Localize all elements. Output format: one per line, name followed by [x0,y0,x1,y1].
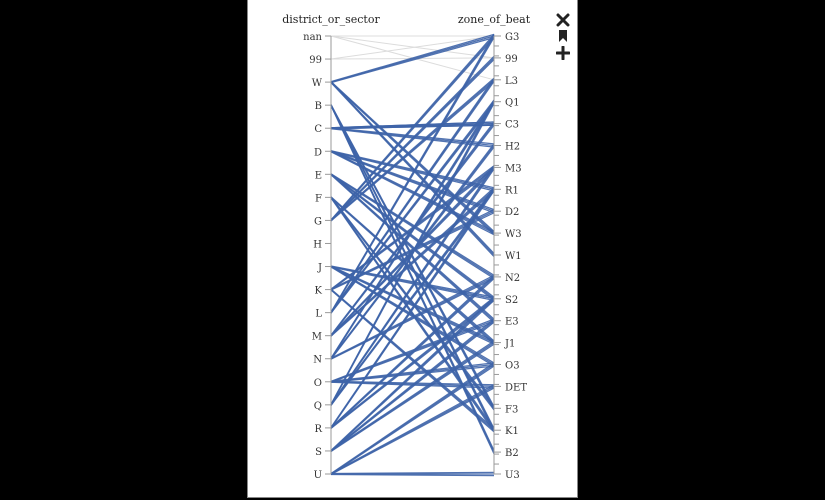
data-line [330,265,495,300]
left-axis-tick-label: C [314,124,322,135]
right-axis-tick-label: 99 [505,54,518,65]
left-axis-tick-label: O [314,378,322,389]
left-axis-tick-label: nan [303,32,322,43]
right-axis-tick-label: M3 [505,163,522,174]
data-line [330,190,495,337]
data-line [330,387,495,476]
data-line [330,80,495,222]
left-axis-tick-label: L [315,309,322,320]
left-axis-tick-label: G [314,216,322,227]
right-axis-tick-label: R1 [505,185,519,196]
data-line [330,127,495,145]
data-line [330,321,495,452]
right-axis-tick-label: W1 [505,251,522,262]
chart-panel: district_or_sector zone_of_beat nan 99 W B C… [247,0,578,498]
parallel-coordinates-chart: district_or_sector zone_of_beat nan 99 W B C… [282,13,531,481]
left-axis-tick-label: Q [314,401,322,412]
left-axis-tick-label: K [315,286,323,297]
data-line [330,151,495,236]
left-axis-tick-label: U [314,470,322,481]
left-axis-tick-label: M [312,332,322,343]
data-line [330,471,495,475]
bookmark-icon[interactable] [553,28,573,44]
left-axis-tick-label: E [315,170,322,181]
data-line [330,121,495,129]
data-line [330,289,495,433]
left-axis-tick-label: J [317,263,322,274]
data-line [330,102,495,314]
data-line [330,473,495,477]
data-line [330,190,495,429]
data-line [330,151,495,214]
right-axis-tick-label: DET [505,382,527,393]
left-axis-tick-label: N [313,355,322,366]
data-line [330,168,495,406]
left-axis-title: district_or_sector [282,13,380,26]
right-axis-tick-label: B2 [505,448,519,459]
data-line [330,362,495,382]
data-line [330,151,495,192]
plus-icon[interactable] [553,45,573,61]
polylines-group [330,33,495,477]
right-axis-title: zone_of_beat [458,13,531,26]
left-axis-tick-label: H [313,239,322,250]
right-axis-tick-label: W3 [505,229,522,240]
data-line [330,37,495,222]
axes-group: nan 99 W B C D E F G H J K L M N O Q R S U G3 99 L3 Q1 C3 H2 M3 R1 D… [303,32,527,481]
left-axis-tick-label: D [314,147,322,158]
faint-line [330,35,495,60]
right-axis-tick-label: N2 [505,273,520,284]
data-line [330,174,495,323]
data-line [330,365,495,476]
right-axis-tick-label: G3 [505,32,519,43]
left-axis-tick-label: 99 [309,55,322,66]
right-axis-tick-label: Q1 [505,98,520,109]
faint-line [330,35,495,59]
data-line [330,102,495,406]
data-line [330,122,495,129]
data-line [330,59,495,222]
data-line [330,299,495,452]
right-axis-tick-label: F3 [505,404,518,415]
right-axis-tick-label: U3 [505,470,520,481]
right-axis-tick-label: D2 [505,207,519,218]
data-line [330,278,495,429]
left-axis-tick-label: F [315,193,322,204]
right-axis-tick-label: L3 [505,76,518,87]
data-line [330,37,495,314]
right-axis-tick-label: S2 [505,295,518,306]
left-axis-tick-label: R [314,424,322,435]
data-line [330,102,495,360]
data-line [330,299,495,429]
left-axis-tick-label: B [315,101,322,112]
data-line [330,36,495,84]
left-axis-tick-label: W [312,78,323,89]
right-axis-tick-label: C3 [505,120,519,131]
right-axis-tick-label: K1 [505,426,519,437]
right-axis-tick-label: J1 [504,339,515,350]
left-axis-tick-label: S [315,447,322,458]
close-icon[interactable] [553,12,573,28]
right-axis-tick-label: O3 [505,361,520,372]
right-axis-tick-label: E3 [505,317,519,328]
data-line [330,343,495,452]
data-line [330,81,495,314]
right-axis-tick-label: H2 [505,142,520,153]
data-line [330,277,495,360]
